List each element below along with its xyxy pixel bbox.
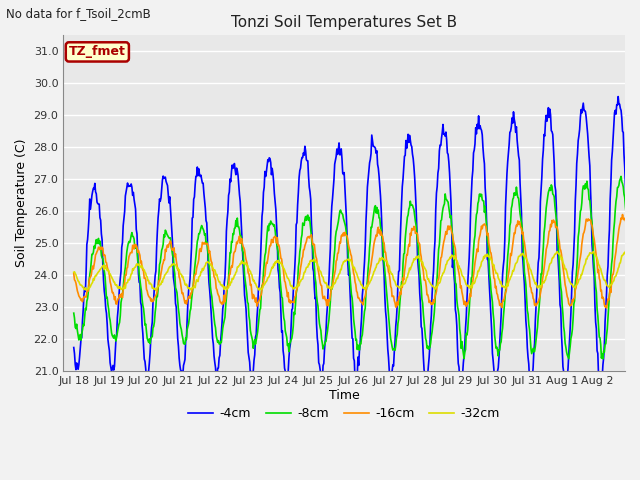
-16cm (603, 305, 611, 311)
-8cm (135, 271, 143, 276)
-4cm (410, 164, 418, 169)
-32cm (623, 248, 631, 253)
-8cm (70, 310, 77, 316)
Line: -4cm: -4cm (74, 96, 631, 392)
Line: -32cm: -32cm (74, 251, 631, 290)
-16cm (619, 212, 627, 217)
-32cm (442, 262, 450, 267)
-16cm (266, 246, 273, 252)
-4cm (135, 279, 143, 285)
-32cm (70, 269, 77, 275)
-4cm (627, 319, 635, 325)
-8cm (287, 339, 294, 345)
-8cm (266, 221, 273, 227)
-16cm (135, 250, 143, 256)
-4cm (238, 229, 246, 235)
-32cm (411, 257, 419, 263)
-4cm (266, 155, 273, 161)
Line: -16cm: -16cm (74, 215, 631, 308)
-32cm (266, 271, 274, 276)
-8cm (238, 236, 246, 242)
-8cm (442, 191, 449, 197)
-4cm (287, 341, 294, 347)
-8cm (627, 287, 635, 292)
-8cm (599, 356, 607, 362)
Text: TZ_fmet: TZ_fmet (69, 46, 126, 59)
-4cm (614, 94, 622, 99)
X-axis label: Time: Time (329, 389, 360, 402)
Line: -8cm: -8cm (74, 176, 631, 359)
-16cm (287, 300, 294, 306)
-16cm (70, 271, 77, 276)
-16cm (238, 236, 246, 241)
-32cm (239, 260, 246, 266)
-32cm (287, 283, 295, 289)
-32cm (627, 253, 635, 259)
Legend: -4cm, -8cm, -16cm, -32cm: -4cm, -8cm, -16cm, -32cm (183, 402, 505, 425)
-4cm (597, 389, 605, 395)
-8cm (410, 207, 418, 213)
-32cm (152, 288, 160, 293)
-16cm (410, 224, 418, 229)
Y-axis label: Soil Temperature (C): Soil Temperature (C) (15, 139, 28, 267)
-4cm (442, 133, 449, 139)
Title: Tonzi Soil Temperatures Set B: Tonzi Soil Temperatures Set B (231, 15, 457, 30)
-32cm (135, 261, 143, 267)
Text: No data for f_Tsoil_2cmB: No data for f_Tsoil_2cmB (6, 7, 151, 20)
-16cm (627, 251, 635, 256)
-16cm (442, 233, 449, 239)
-8cm (617, 173, 625, 179)
-4cm (70, 345, 77, 350)
